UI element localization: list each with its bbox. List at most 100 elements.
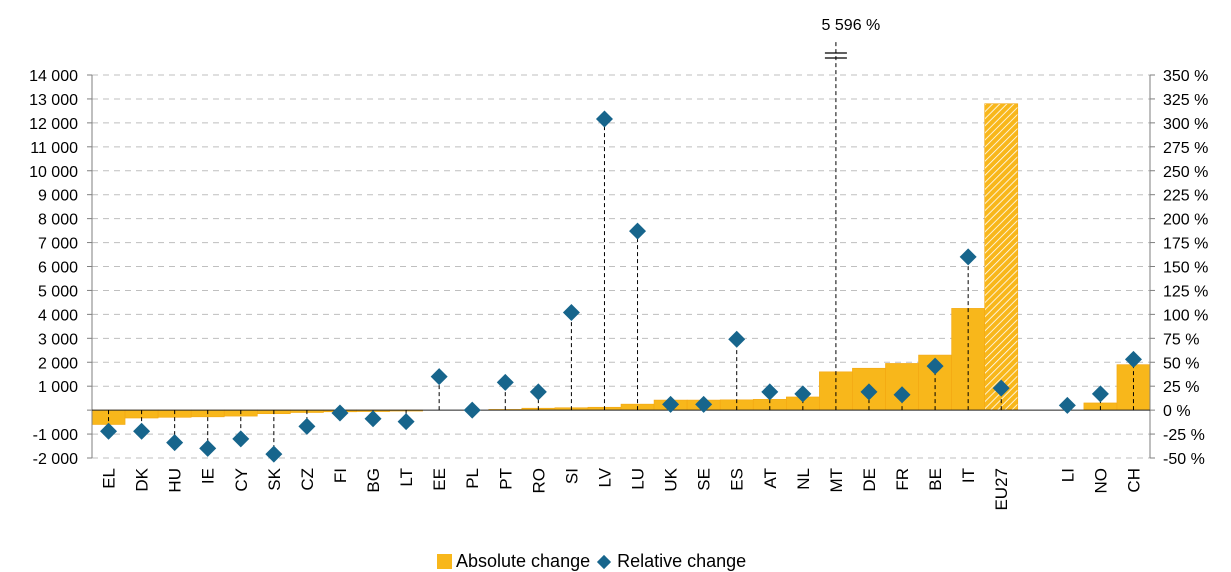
category-label-si: SI: [562, 468, 581, 484]
bar-eu27: [984, 103, 1019, 411]
y-tick-label-right: 250 %: [1163, 164, 1208, 181]
marker-it: [959, 248, 977, 266]
category-label-ie: IE: [199, 468, 218, 484]
legend-bar-swatch: [437, 554, 452, 569]
marker-ro: [529, 383, 547, 401]
y-tick-label-left: 12 000: [29, 116, 78, 133]
category-label-pt: PT: [496, 468, 515, 490]
legend-item-relative: Relative change: [596, 551, 746, 572]
marker-no: [1091, 385, 1109, 403]
category-label-ro: RO: [529, 468, 548, 494]
marker-bg: [364, 410, 382, 428]
y-tick-label-left: 1 000: [38, 379, 78, 396]
marker-ch: [1124, 350, 1142, 368]
chart-canvas: -2 000 -1 000 1 000 2 000 3 000 4 000 5 000 6 0…: [29, 17, 1208, 511]
marker-lv: [595, 110, 613, 128]
y-tick-label-left: 7 000: [38, 236, 78, 253]
y-tick-label-left: 4 000: [38, 307, 78, 324]
y-tick-label-left: 3 000: [38, 331, 78, 348]
category-label-dk: DK: [133, 467, 152, 491]
marker-lt: [397, 413, 415, 431]
category-label-se: SE: [695, 468, 714, 491]
y-tick-label-right: 100 %: [1163, 307, 1208, 324]
category-label-fr: FR: [893, 468, 912, 491]
legend-item-absolute: Absolute change: [437, 551, 590, 572]
marker-sk: [265, 445, 283, 463]
marker-cz: [298, 417, 316, 435]
y-tick-label-right: 50 %: [1163, 355, 1199, 372]
category-label-de: DE: [860, 468, 879, 492]
marker-si: [562, 303, 580, 321]
marker-eu27: [992, 379, 1010, 397]
marker-uk: [662, 395, 680, 413]
category-label-cy: CY: [232, 468, 251, 492]
category-label-no: NO: [1091, 468, 1110, 494]
category-label-ch: CH: [1124, 468, 1143, 493]
y-tick-label-left: 6 000: [38, 260, 78, 277]
marker-nl: [794, 385, 812, 403]
y-tick-label-left: -2 000: [33, 451, 78, 468]
y-tick-label-left: 2 000: [38, 355, 78, 372]
category-label-ee: EE: [430, 468, 449, 491]
marker-li: [1058, 396, 1076, 414]
legend: Absolute change Relative change: [437, 551, 746, 572]
category-label-es: ES: [728, 468, 747, 491]
y-tick-label-right: 225 %: [1163, 188, 1208, 205]
marker-lu: [629, 222, 647, 240]
y-tick-label-right: 125 %: [1163, 283, 1208, 300]
bar-mt: [819, 371, 853, 411]
marker-es: [728, 330, 746, 348]
category-label-nl: NL: [794, 468, 813, 490]
marker-pl: [463, 401, 481, 419]
category-label-at: AT: [761, 468, 780, 488]
marker-at: [761, 383, 779, 401]
y-tick-label-right: 25 %: [1163, 379, 1199, 396]
marker-be: [926, 357, 944, 375]
category-label-be: BE: [926, 468, 945, 491]
y-tick-label-left: 8 000: [38, 212, 78, 229]
category-label-bg: BG: [364, 468, 383, 493]
category-label-lu: LU: [629, 468, 648, 490]
category-label-pl: PL: [463, 468, 482, 489]
y-tick-label-right: 150 %: [1163, 260, 1208, 277]
category-label-hu: HU: [166, 468, 185, 493]
marker-de: [860, 383, 878, 401]
category-label-el: EL: [100, 468, 119, 489]
marker-hu: [166, 434, 184, 452]
category-label-li: LI: [1058, 468, 1077, 482]
y-tick-label-right: -50 %: [1163, 451, 1205, 468]
y-tick-label-left: -1 000: [33, 427, 78, 444]
marker-fr: [893, 386, 911, 404]
category-label-uk: UK: [662, 467, 681, 491]
y-tick-label-left: 13 000: [29, 92, 78, 109]
break-value-label: 5 596 %: [822, 17, 881, 34]
marker-el: [100, 422, 118, 440]
y-tick-label-right: 175 %: [1163, 236, 1208, 253]
y-tick-label-left: 9 000: [38, 188, 78, 205]
legend-label-absolute: Absolute change: [456, 551, 591, 571]
marker-fi: [331, 404, 349, 422]
y-tick-label-right: 300 %: [1163, 116, 1208, 133]
marker-se: [695, 395, 713, 413]
legend-label-relative: Relative change: [617, 551, 747, 571]
y-tick-label-right: 325 %: [1163, 92, 1208, 109]
marker-cy: [232, 430, 250, 448]
y-tick-label-left: 14 000: [29, 68, 78, 85]
category-label-lt: LT: [397, 468, 416, 487]
marker-pt: [496, 373, 514, 391]
legend-diamond-swatch: [597, 554, 612, 569]
y-tick-label-right: 275 %: [1163, 140, 1208, 157]
y-tick-label-right: 350 %: [1163, 68, 1208, 85]
category-label-lv: LV: [595, 467, 614, 487]
y-tick-label-right: 200 %: [1163, 212, 1208, 229]
y-tick-label-right: 0 %: [1163, 403, 1191, 420]
y-tick-label-right: 75 %: [1163, 331, 1199, 348]
category-label-fi: FI: [331, 468, 350, 483]
marker-dk: [133, 422, 151, 440]
category-label-cz: CZ: [298, 468, 317, 491]
y-tick-label-left: 10 000: [29, 164, 78, 181]
category-label-it: IT: [959, 468, 978, 483]
marker-ee: [430, 368, 448, 386]
y-tick-label-right: -25 %: [1163, 427, 1205, 444]
y-tick-label-left: 5 000: [38, 283, 78, 300]
